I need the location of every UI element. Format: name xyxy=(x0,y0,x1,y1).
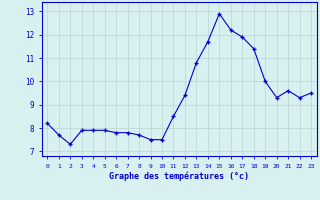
X-axis label: Graphe des températures (°c): Graphe des températures (°c) xyxy=(109,171,249,181)
